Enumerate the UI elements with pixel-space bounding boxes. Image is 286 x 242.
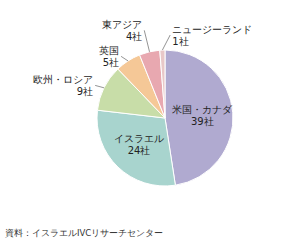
leader-line <box>121 56 128 61</box>
pie-slice <box>140 50 165 118</box>
slices <box>97 50 233 186</box>
pie-slice <box>97 110 175 186</box>
slice-value: 39社 <box>191 116 214 127</box>
slice-category: 欧州・ロシア <box>33 74 93 85</box>
slice-category: 米国・カナダ <box>172 104 233 115</box>
slice-category: ニュージーランド <box>172 24 252 35</box>
slice-category: 英国 <box>99 45 119 56</box>
slice-label: イスラエル24社 <box>114 133 164 156</box>
leader-line <box>144 30 149 51</box>
slice-label: ニュージーランド1社 <box>172 24 252 47</box>
slice-value: 4社 <box>126 31 142 42</box>
pie-slice <box>160 50 165 118</box>
slice-label: 米国・カナダ39社 <box>172 104 233 127</box>
slice-value: 9社 <box>77 86 93 97</box>
chart: 米国・カナダ39社イスラエル24社欧州・ロシア9社英国5社東アジア4社ニュージー… <box>0 0 286 242</box>
slice-label: 英国5社 <box>99 45 119 68</box>
slice-value: 5社 <box>103 57 119 68</box>
pie-slice <box>165 50 233 185</box>
slice-category: イスラエル <box>114 133 164 144</box>
leader-line <box>162 35 170 50</box>
slice-value: 24社 <box>128 145 151 156</box>
slice-label: 東アジア4社 <box>102 19 142 42</box>
leader-line <box>95 85 104 87</box>
slice-value: 1社 <box>172 36 188 47</box>
labels: 米国・カナダ39社イスラエル24社欧州・ロシア9社英国5社東アジア4社ニュージー… <box>33 19 252 157</box>
slice-label: 欧州・ロシア9社 <box>33 74 93 97</box>
source-note: 資料：イスラエルIVCリサーチセンター <box>5 228 163 238</box>
slice-category: 東アジア <box>102 19 142 30</box>
